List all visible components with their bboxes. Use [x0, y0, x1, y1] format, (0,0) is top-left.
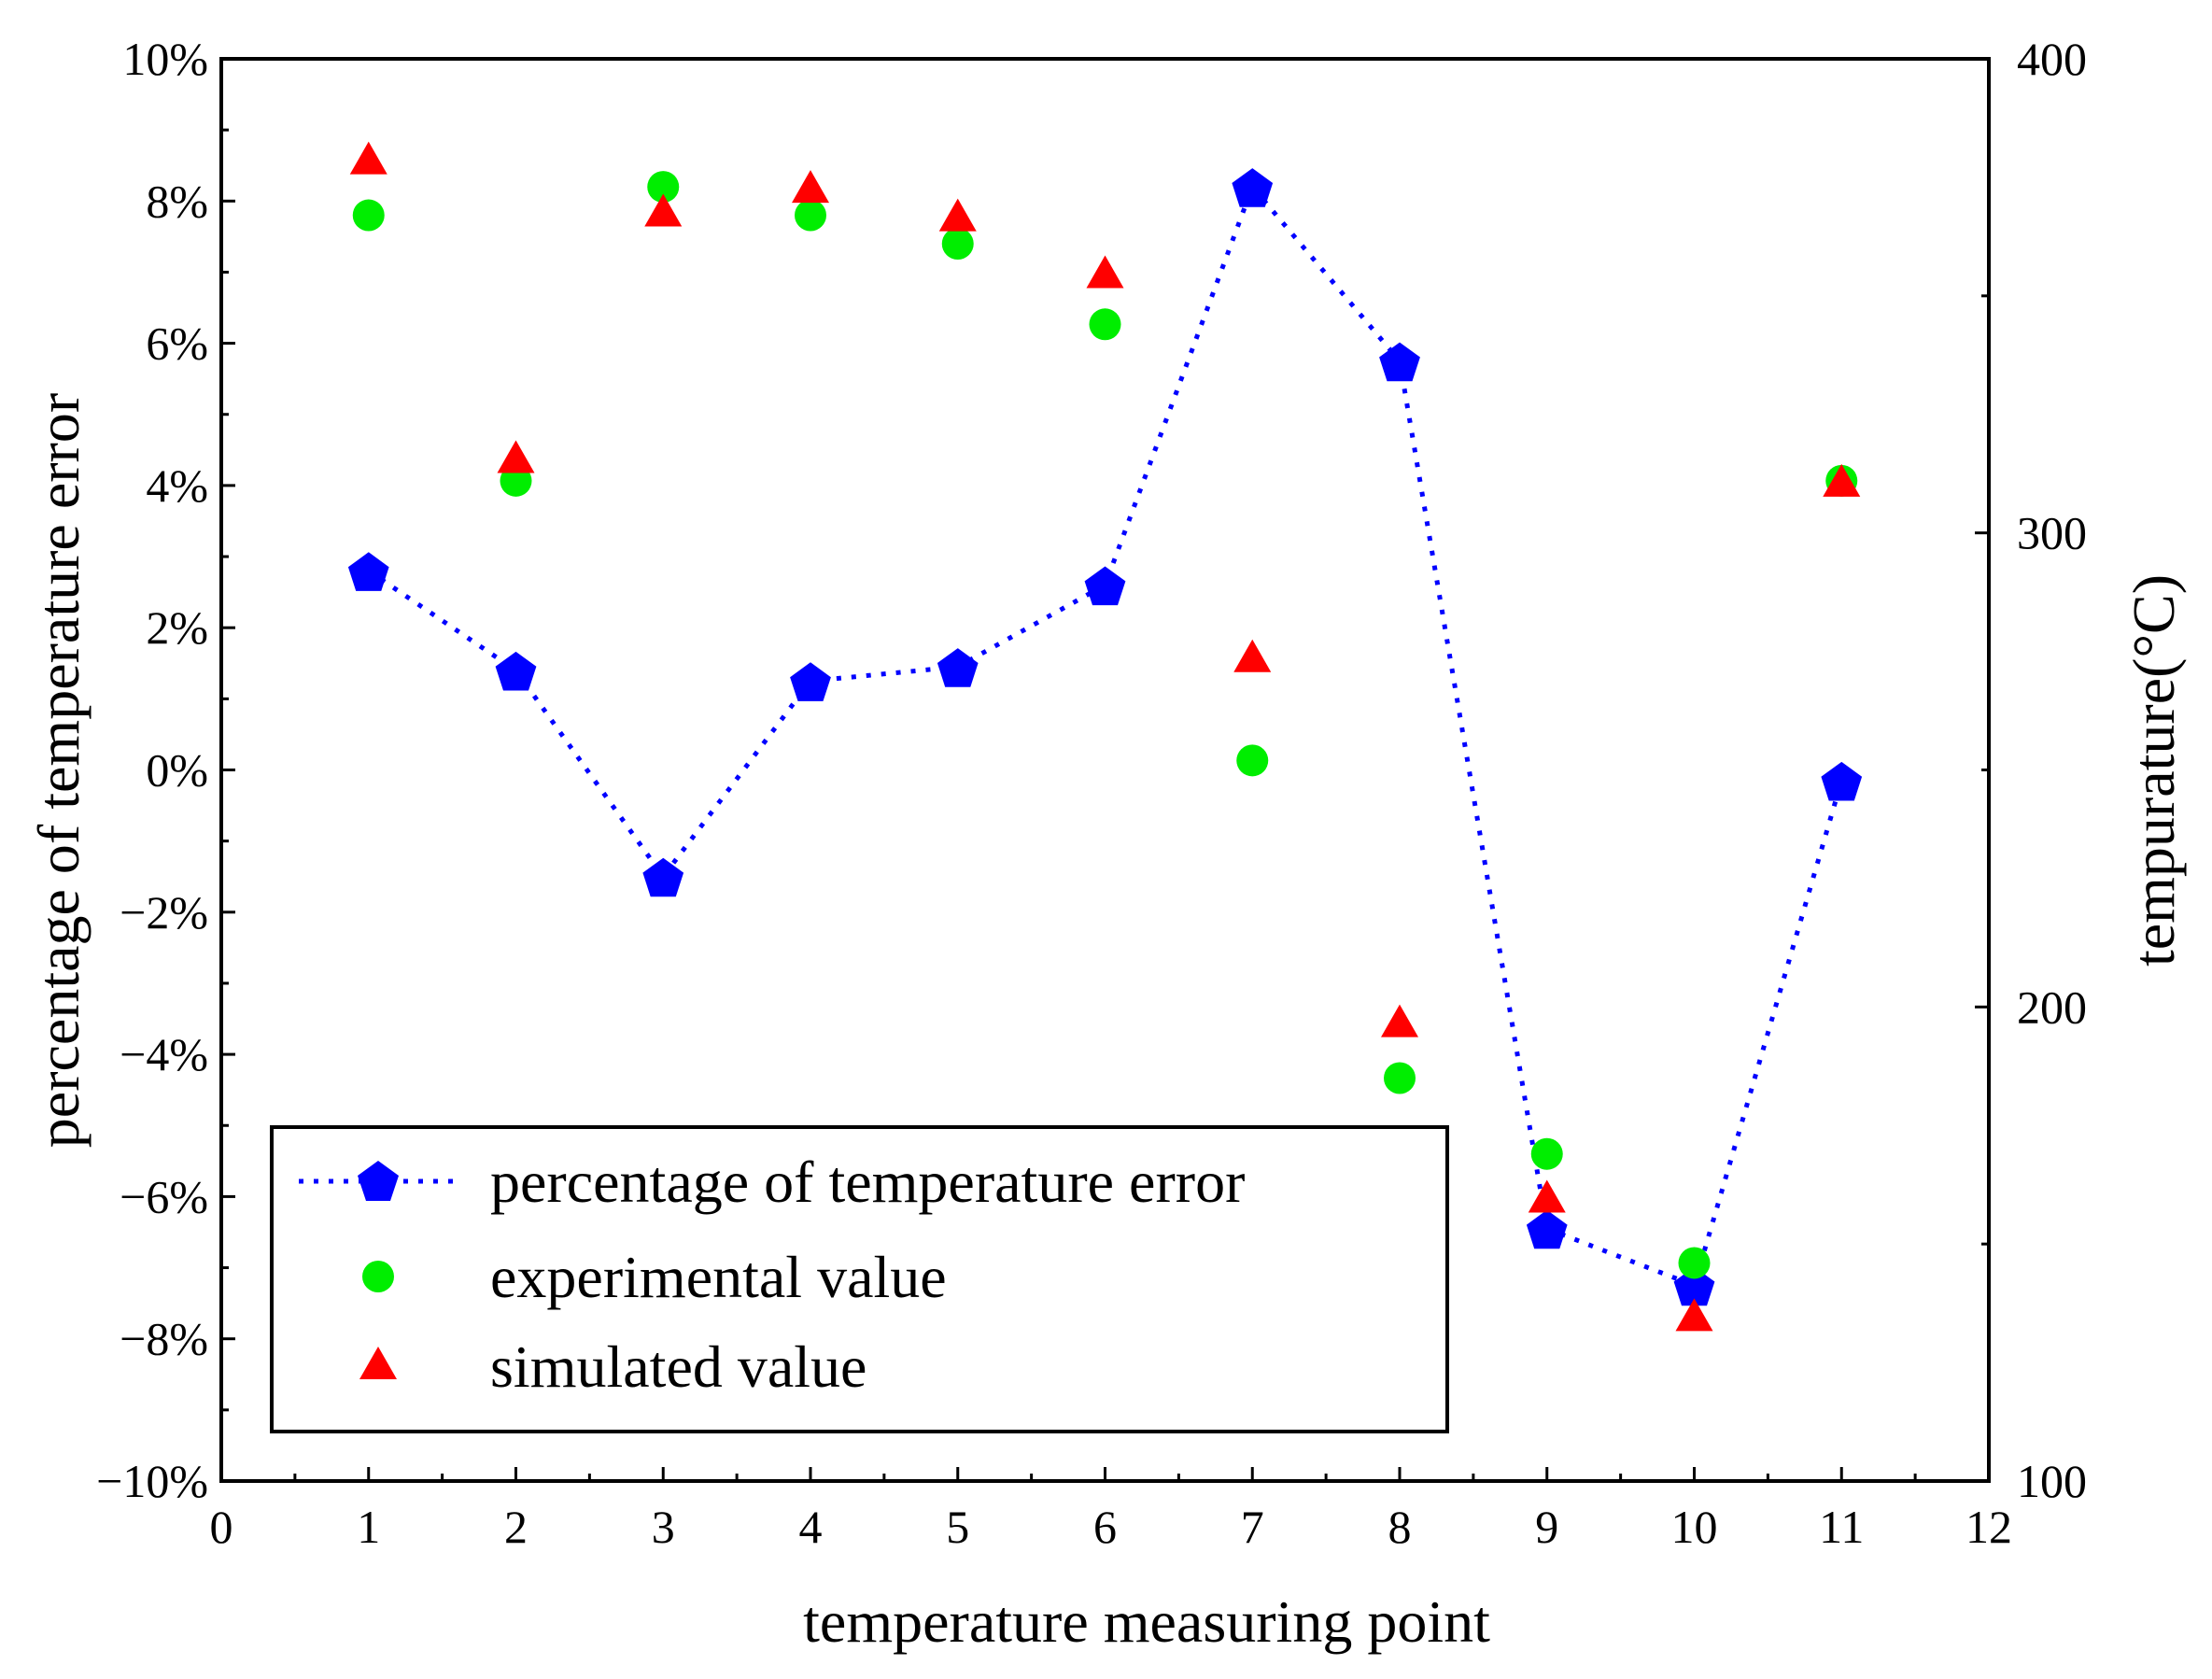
- ticks-layer: 0 1 2 3 4 5 6 7 8 9 10 11 12−10%−8%−6%−4%−2%0%2%4%6%…: [96, 33, 2087, 1553]
- y-left-tick-label: −6%: [120, 1170, 208, 1222]
- x-tick-label: 6: [1093, 1501, 1117, 1553]
- y-left-tick-label: −2%: [120, 886, 208, 938]
- y-right-tick-label: 300: [2017, 507, 2087, 559]
- y-right-tick-label: 400: [2017, 33, 2087, 85]
- point-simulated-value: [644, 193, 683, 227]
- y-axis-left-title: percentage of temperature error: [25, 393, 92, 1148]
- point-simulated-value: [1528, 1179, 1566, 1213]
- point-simulated-value: [1381, 1004, 1418, 1037]
- y-left-tick-label: −4%: [120, 1028, 208, 1080]
- point-percentage-of-temperature-error: [1379, 342, 1420, 382]
- point-simulated-value: [497, 440, 535, 473]
- x-tick-label: 4: [799, 1501, 823, 1553]
- legend-marker-error: [358, 1161, 399, 1201]
- point-percentage-of-temperature-error: [1821, 761, 1863, 801]
- legend-marker-experimental: [362, 1261, 394, 1292]
- x-tick-label: 7: [1241, 1501, 1264, 1553]
- plot-frame: [219, 57, 1991, 1483]
- x-tick-label: 2: [504, 1501, 528, 1553]
- y-left-tick-label: −10%: [96, 1455, 208, 1507]
- point-experimental-value: [1384, 1062, 1416, 1094]
- y-left-tick-label: 2%: [146, 601, 208, 654]
- point-percentage-of-temperature-error: [1673, 1266, 1715, 1306]
- point-percentage-of-temperature-error: [495, 651, 537, 691]
- legend-label-simulated: simulated value: [490, 1333, 866, 1400]
- point-experimental-value: [795, 199, 826, 232]
- point-experimental-value: [1236, 744, 1269, 777]
- x-tick-label: 5: [946, 1501, 969, 1553]
- point-simulated-value: [792, 170, 829, 204]
- point-experimental-value: [1530, 1137, 1563, 1170]
- point-percentage-of-temperature-error: [1232, 168, 1274, 207]
- point-experimental-value: [1089, 308, 1121, 341]
- series-line-percentage-of-temperature-error: [367, 182, 1844, 1289]
- point-percentage-of-temperature-error: [790, 662, 831, 701]
- point-simulated-value: [1823, 463, 1861, 497]
- point-percentage-of-temperature-error: [937, 648, 979, 687]
- x-tick-label: 11: [1819, 1501, 1864, 1553]
- point-simulated-value: [349, 141, 387, 175]
- point-simulated-value: [1086, 255, 1124, 289]
- marker-layer: [347, 141, 1863, 1332]
- y-left-tick-label: −8%: [120, 1313, 208, 1365]
- legend-label-error: percentage of temperature error: [490, 1149, 1245, 1215]
- x-tick-label: 12: [1965, 1501, 2012, 1553]
- point-experimental-value: [1678, 1247, 1711, 1279]
- point-percentage-of-temperature-error: [347, 552, 389, 591]
- legend-box: [270, 1125, 1449, 1433]
- x-tick-label: 9: [1535, 1501, 1558, 1553]
- point-percentage-of-temperature-error: [1526, 1209, 1568, 1249]
- legend-marker-simulated: [359, 1347, 397, 1379]
- point-percentage-of-temperature-error: [1084, 566, 1126, 606]
- y-left-tick-label: 8%: [146, 175, 208, 227]
- x-tick-label: 10: [1671, 1501, 1718, 1553]
- y-right-tick-label: 200: [2017, 981, 2087, 1033]
- x-axis-title: temperature measuring point: [803, 1588, 1490, 1655]
- point-experimental-value: [647, 171, 680, 204]
- x-tick-label: 0: [210, 1501, 233, 1553]
- x-tick-label: 8: [1388, 1501, 1412, 1553]
- y-left-tick-label: 10%: [122, 33, 208, 85]
- point-experimental-value: [941, 227, 974, 260]
- point-experimental-value: [352, 199, 385, 232]
- point-simulated-value: [1233, 639, 1272, 672]
- x-tick-label: 3: [652, 1501, 675, 1553]
- point-simulated-value: [1675, 1298, 1713, 1332]
- legend: percentage of temperature error experime…: [270, 1125, 1449, 1433]
- y-axis-right-title: tempurature(°C): [2120, 574, 2187, 966]
- y-left-tick-label: 6%: [146, 317, 208, 370]
- y-right-tick-label: 100: [2017, 1455, 2087, 1507]
- line-layer: [367, 182, 1844, 1289]
- point-simulated-value: [938, 198, 977, 232]
- point-percentage-of-temperature-error: [642, 857, 684, 897]
- legend-label-experimental: experimental value: [490, 1244, 947, 1310]
- y-left-tick-label: 4%: [146, 459, 208, 512]
- y-left-tick-label: 0%: [146, 744, 208, 797]
- x-tick-label: 1: [357, 1501, 380, 1553]
